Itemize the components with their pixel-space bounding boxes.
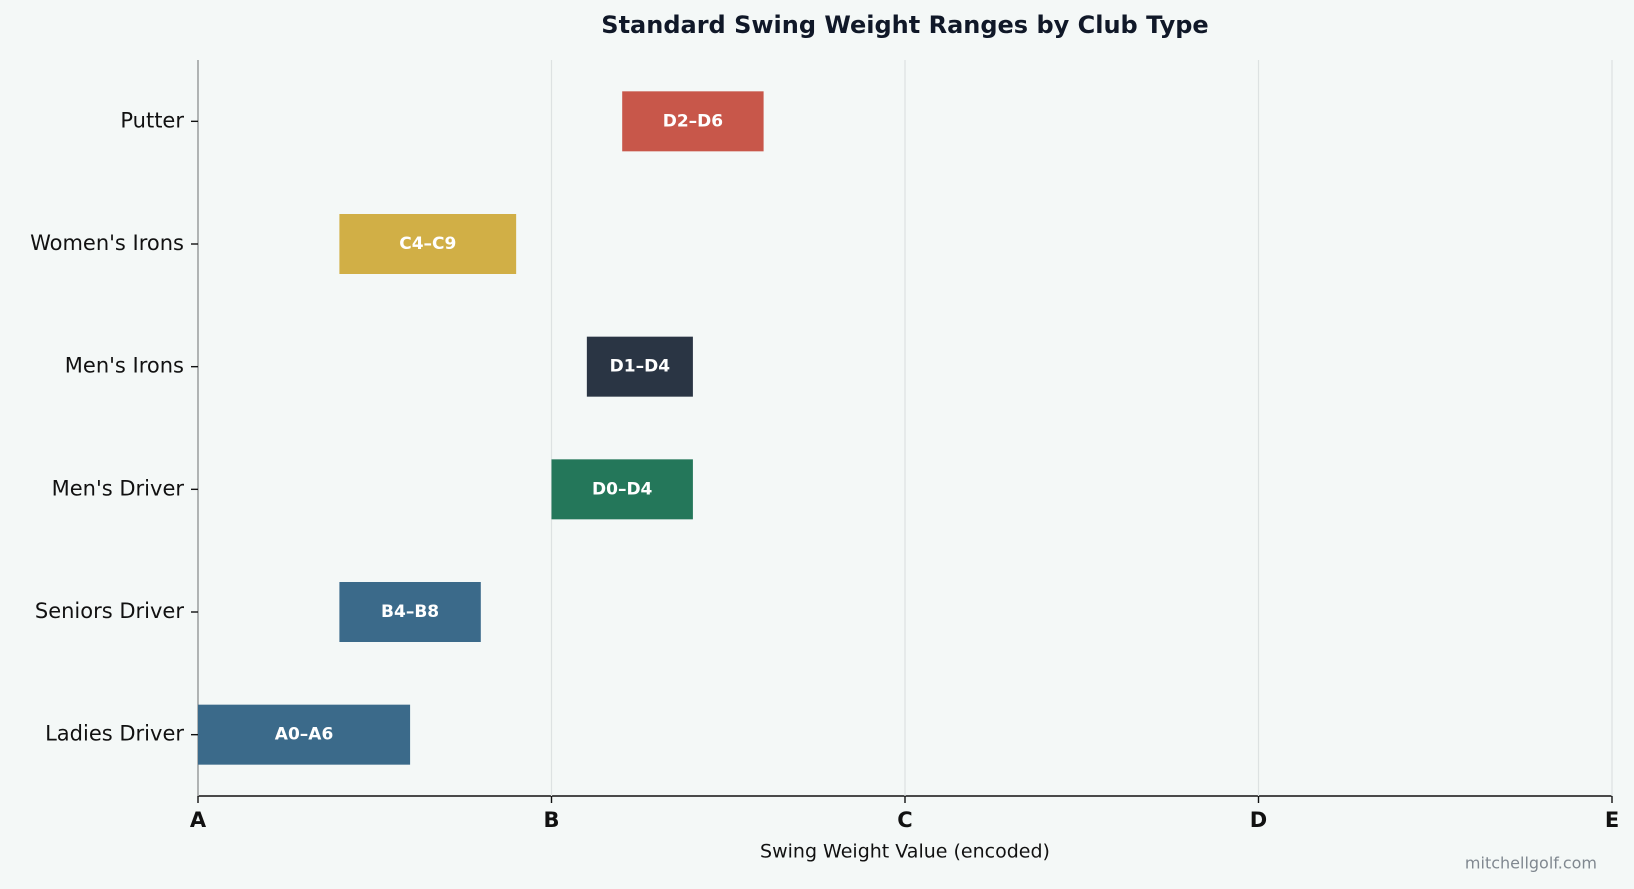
- x-tick-label: A: [190, 808, 207, 832]
- bar-label: D0–D4: [592, 479, 653, 499]
- bar: [198, 704, 411, 765]
- bar: [339, 582, 481, 642]
- x-tick-label: D: [1250, 808, 1267, 832]
- bar-label: D1–D4: [610, 357, 671, 377]
- bar-label: C4–C9: [399, 234, 456, 254]
- bar-label: A0–A6: [275, 725, 333, 745]
- x-tick-label: C: [897, 808, 912, 832]
- x-axis-label: Swing Weight Value (encoded): [760, 841, 1050, 863]
- bar: [622, 91, 764, 152]
- y-tick-label: Ladies Driver: [45, 722, 184, 746]
- y-tick-label: Women's Irons: [30, 231, 184, 255]
- bar-label: B4–B8: [381, 602, 439, 622]
- bar: [551, 459, 693, 520]
- y-tick-label: Men's Driver: [52, 476, 185, 500]
- y-tick-label: Putter: [120, 108, 184, 132]
- bar: [586, 336, 693, 397]
- bar-label: D2–D6: [663, 111, 723, 131]
- chart-title: Standard Swing Weight Ranges by Club Typ…: [601, 11, 1208, 39]
- x-tick-label: E: [1605, 808, 1619, 832]
- y-tick-label: Seniors Driver: [35, 599, 184, 623]
- x-tick-label: B: [543, 808, 559, 832]
- y-tick-label: Men's Irons: [65, 354, 184, 378]
- source-note: mitchellgolf.com: [1465, 854, 1597, 873]
- bar: [339, 214, 517, 274]
